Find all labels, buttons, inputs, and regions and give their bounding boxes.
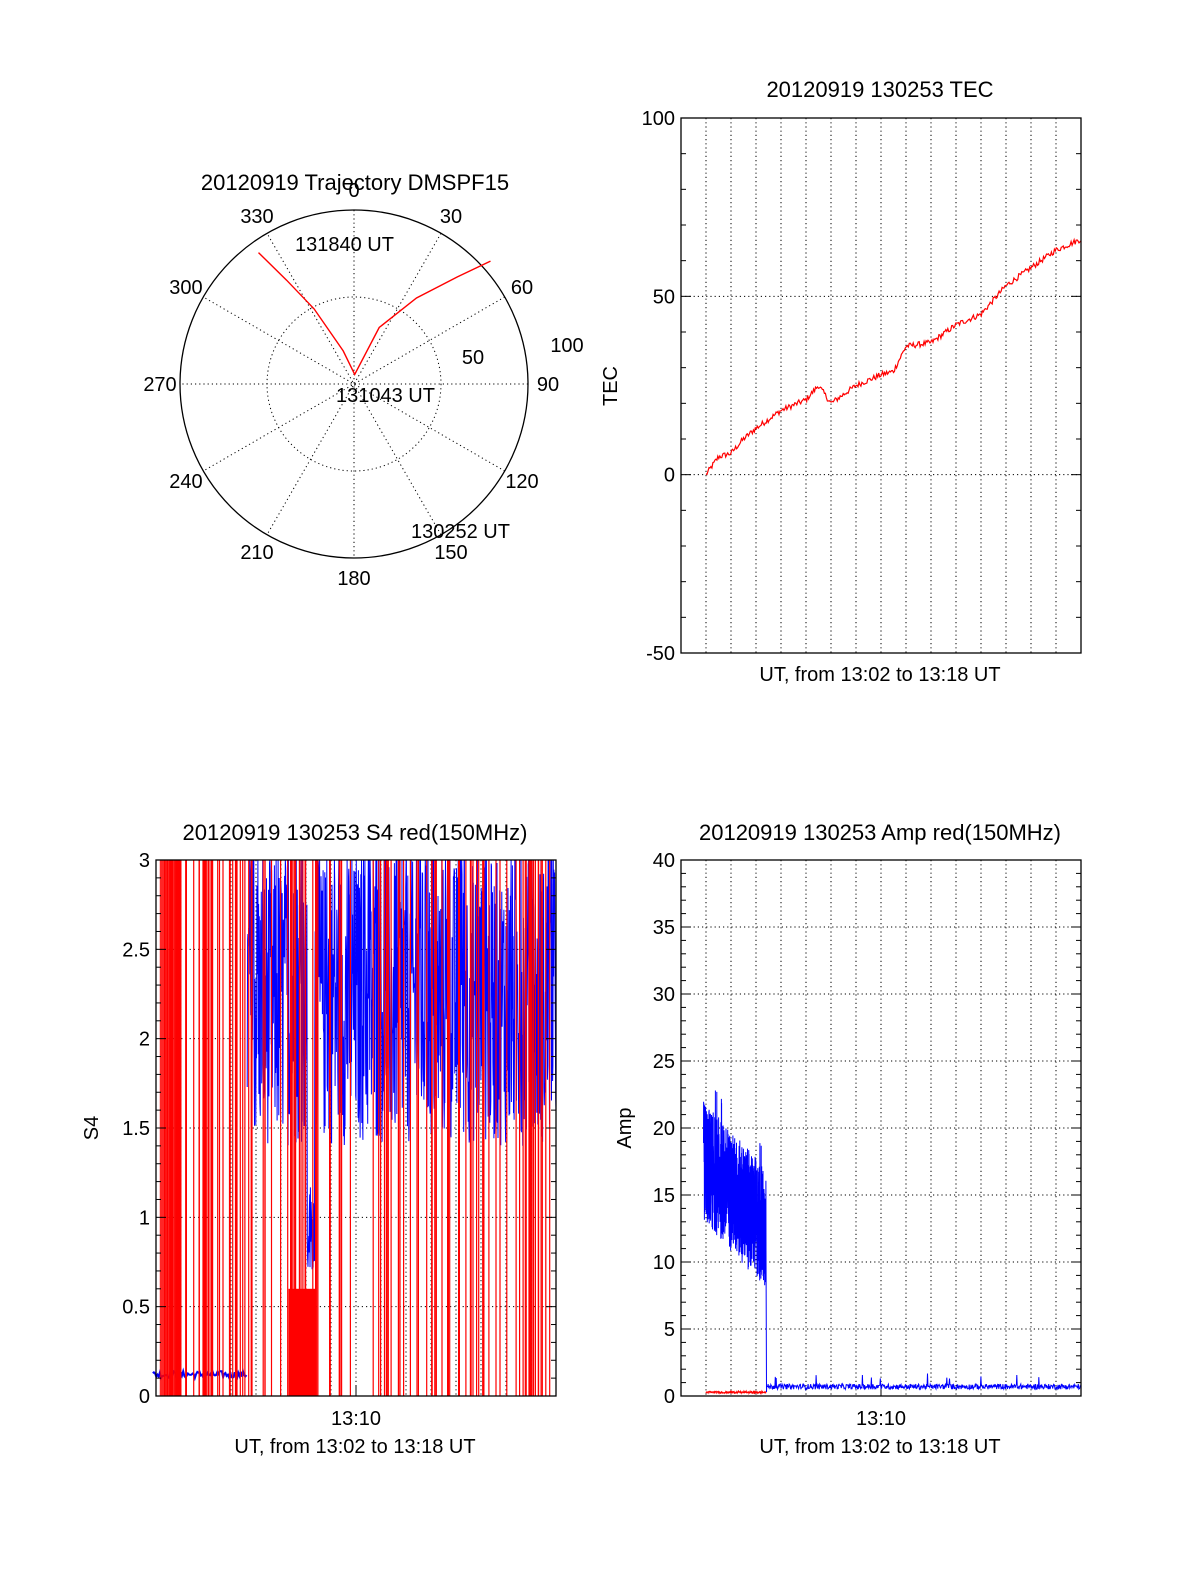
amp-y-tick-labels: 0 5 10 15 20 25 30 35 40 xyxy=(653,850,675,1408)
amp-red-series xyxy=(705,1389,767,1396)
amp-ytick-label: 0 xyxy=(664,1386,675,1408)
polar-angle-labels: 0 30 60 90 120 150 180 210 240 270 300 330 xyxy=(143,180,559,590)
amp-x-axis-label: UT, from 13:02 to 13:18 UT xyxy=(759,1436,1000,1458)
s4-ytick-label: 0.5 xyxy=(122,1297,150,1319)
polar-outer-circle xyxy=(179,209,529,559)
polar-spoke xyxy=(203,296,505,472)
tec-title: 20120919 130253 TEC xyxy=(766,77,993,102)
trajectory-start-label: 130252 UT xyxy=(411,521,510,543)
tec-y-axis-label: TEC xyxy=(600,366,622,406)
amp-ytick-label: 15 xyxy=(653,1185,675,1207)
polar-angle-label: 120 xyxy=(505,471,538,493)
s4-blue-high-line xyxy=(246,859,557,1270)
polar-angle-label: 240 xyxy=(169,471,202,493)
s4-ytick-label: 0 xyxy=(139,1386,150,1408)
amp-ytick-label: 10 xyxy=(653,1252,675,1274)
s4-red-dense-band xyxy=(159,860,181,1396)
polar-inner-circle xyxy=(266,296,442,472)
polar-radius-label: 100 xyxy=(550,335,583,357)
amp-ytick-label: 40 xyxy=(653,850,675,872)
polar-angle-label: 270 xyxy=(143,374,176,396)
tec-series-line xyxy=(705,237,1082,476)
s4-ytick-label: 1 xyxy=(139,1207,150,1229)
s4-ytick-label: 1.5 xyxy=(122,1118,150,1140)
amp-ytick-label: 5 xyxy=(664,1319,675,1341)
amp-x-tick-label: 13:10 xyxy=(856,1408,906,1430)
s4-minor-ticks xyxy=(156,859,556,1397)
tec-grid xyxy=(681,118,1081,653)
amp-ytick-label: 35 xyxy=(653,917,675,939)
s4-title: 20120919 130253 S4 red(150MHz) xyxy=(183,820,528,845)
polar-angle-label: 330 xyxy=(240,206,273,228)
amp-plot: 20120919 130253 Amp red(150MHz) 0 5 10 15 20… xyxy=(614,820,1082,1458)
amp-frame xyxy=(680,859,1082,1397)
s4-ytick-label: 3 xyxy=(139,850,150,872)
polar-angle-label: 90 xyxy=(537,374,559,396)
polar-angle-label: 150 xyxy=(434,542,467,564)
s4-frame xyxy=(155,859,557,1397)
amp-minor-ticks xyxy=(681,859,1081,1397)
polar-title: 20120919 Trajectory DMSPF15 xyxy=(201,170,509,195)
amp-title: 20120919 130253 Amp red(150MHz) xyxy=(699,820,1061,845)
amp-ytick-label: 30 xyxy=(653,984,675,1006)
polar-spokes xyxy=(180,210,528,558)
trajectory-mid-label: 131043 UT xyxy=(336,385,435,407)
tec-ytick-label: -50 xyxy=(646,643,675,665)
amp-ytick-label: 20 xyxy=(653,1118,675,1140)
s4-ytick-label: 2 xyxy=(139,1029,150,1051)
tec-plot: 20120919 130253 TEC -50 0 50 100 UT, from 1… xyxy=(600,77,1082,686)
polar-spoke xyxy=(266,233,442,535)
polar-angle-label: 300 xyxy=(169,277,202,299)
amp-ytick-label: 25 xyxy=(653,1051,675,1073)
tec-ytick-label: 100 xyxy=(642,108,675,130)
trajectory-end-label: 131840 UT xyxy=(295,234,394,256)
s4-x-tick-label: 13:10 xyxy=(331,1408,381,1430)
trajectory-line xyxy=(258,252,491,376)
polar-angle-label: 60 xyxy=(511,277,533,299)
tec-frame xyxy=(680,117,1082,654)
s4-plot: 20120919 130253 S4 red(150MHz) 0 0.5 1 1.5 2… xyxy=(81,820,557,1458)
polar-spoke xyxy=(266,233,442,535)
amp-grid xyxy=(681,860,1081,1396)
s4-y-tick-labels: 0 0.5 1 1.5 2 2.5 3 xyxy=(122,850,150,1408)
tec-ytick-label: 0 xyxy=(664,465,675,487)
polar-angle-label: 30 xyxy=(440,206,462,228)
amp-y-axis-label: Amp xyxy=(614,1107,636,1148)
s4-ytick-label: 2.5 xyxy=(122,939,150,961)
tec-x-axis-label: UT, from 13:02 to 13:18 UT xyxy=(759,664,1000,686)
polar-trajectory-plot: 20120919 Trajectory DMSPF15 0 30 60 90 120 15… xyxy=(143,170,583,590)
polar-angle-label: 0 xyxy=(348,180,359,202)
s4-y-axis-label: S4 xyxy=(81,1116,103,1140)
polar-spoke xyxy=(203,296,505,472)
s4-x-axis-label: UT, from 13:02 to 13:18 UT xyxy=(234,1436,475,1458)
polar-radius-label: 50 xyxy=(462,347,484,369)
tec-y-tick-labels: -50 0 50 100 xyxy=(642,108,675,665)
polar-angle-label: 180 xyxy=(337,568,370,590)
amp-blue-series xyxy=(703,1090,1082,1393)
tec-ytick-label: 50 xyxy=(653,286,675,308)
s4-red-dense-band xyxy=(288,1288,316,1396)
polar-angle-label: 210 xyxy=(240,542,273,564)
